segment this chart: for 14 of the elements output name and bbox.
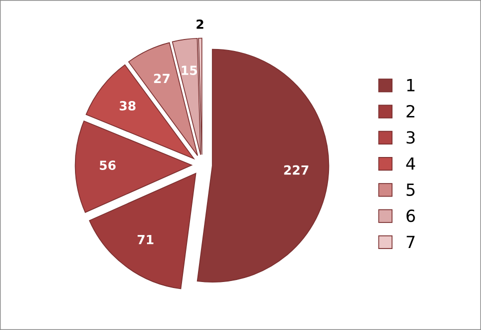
legend-label: 6: [406, 209, 415, 222]
data-label: 71: [138, 235, 154, 244]
data-label: 2: [196, 19, 204, 29]
legend-label: 7: [406, 236, 415, 248]
legend-label: 2: [406, 104, 414, 118]
data-label: 227: [284, 165, 308, 175]
legend-label: 1: [407, 79, 414, 92]
data-label: 15: [182, 66, 197, 76]
data-label: 38: [120, 101, 136, 111]
legend-label: 4: [406, 157, 416, 170]
legend-label: 5: [406, 184, 415, 196]
data-label: 56: [100, 160, 116, 170]
legend-label: 3: [406, 131, 415, 144]
data-label: 27: [154, 74, 170, 83]
